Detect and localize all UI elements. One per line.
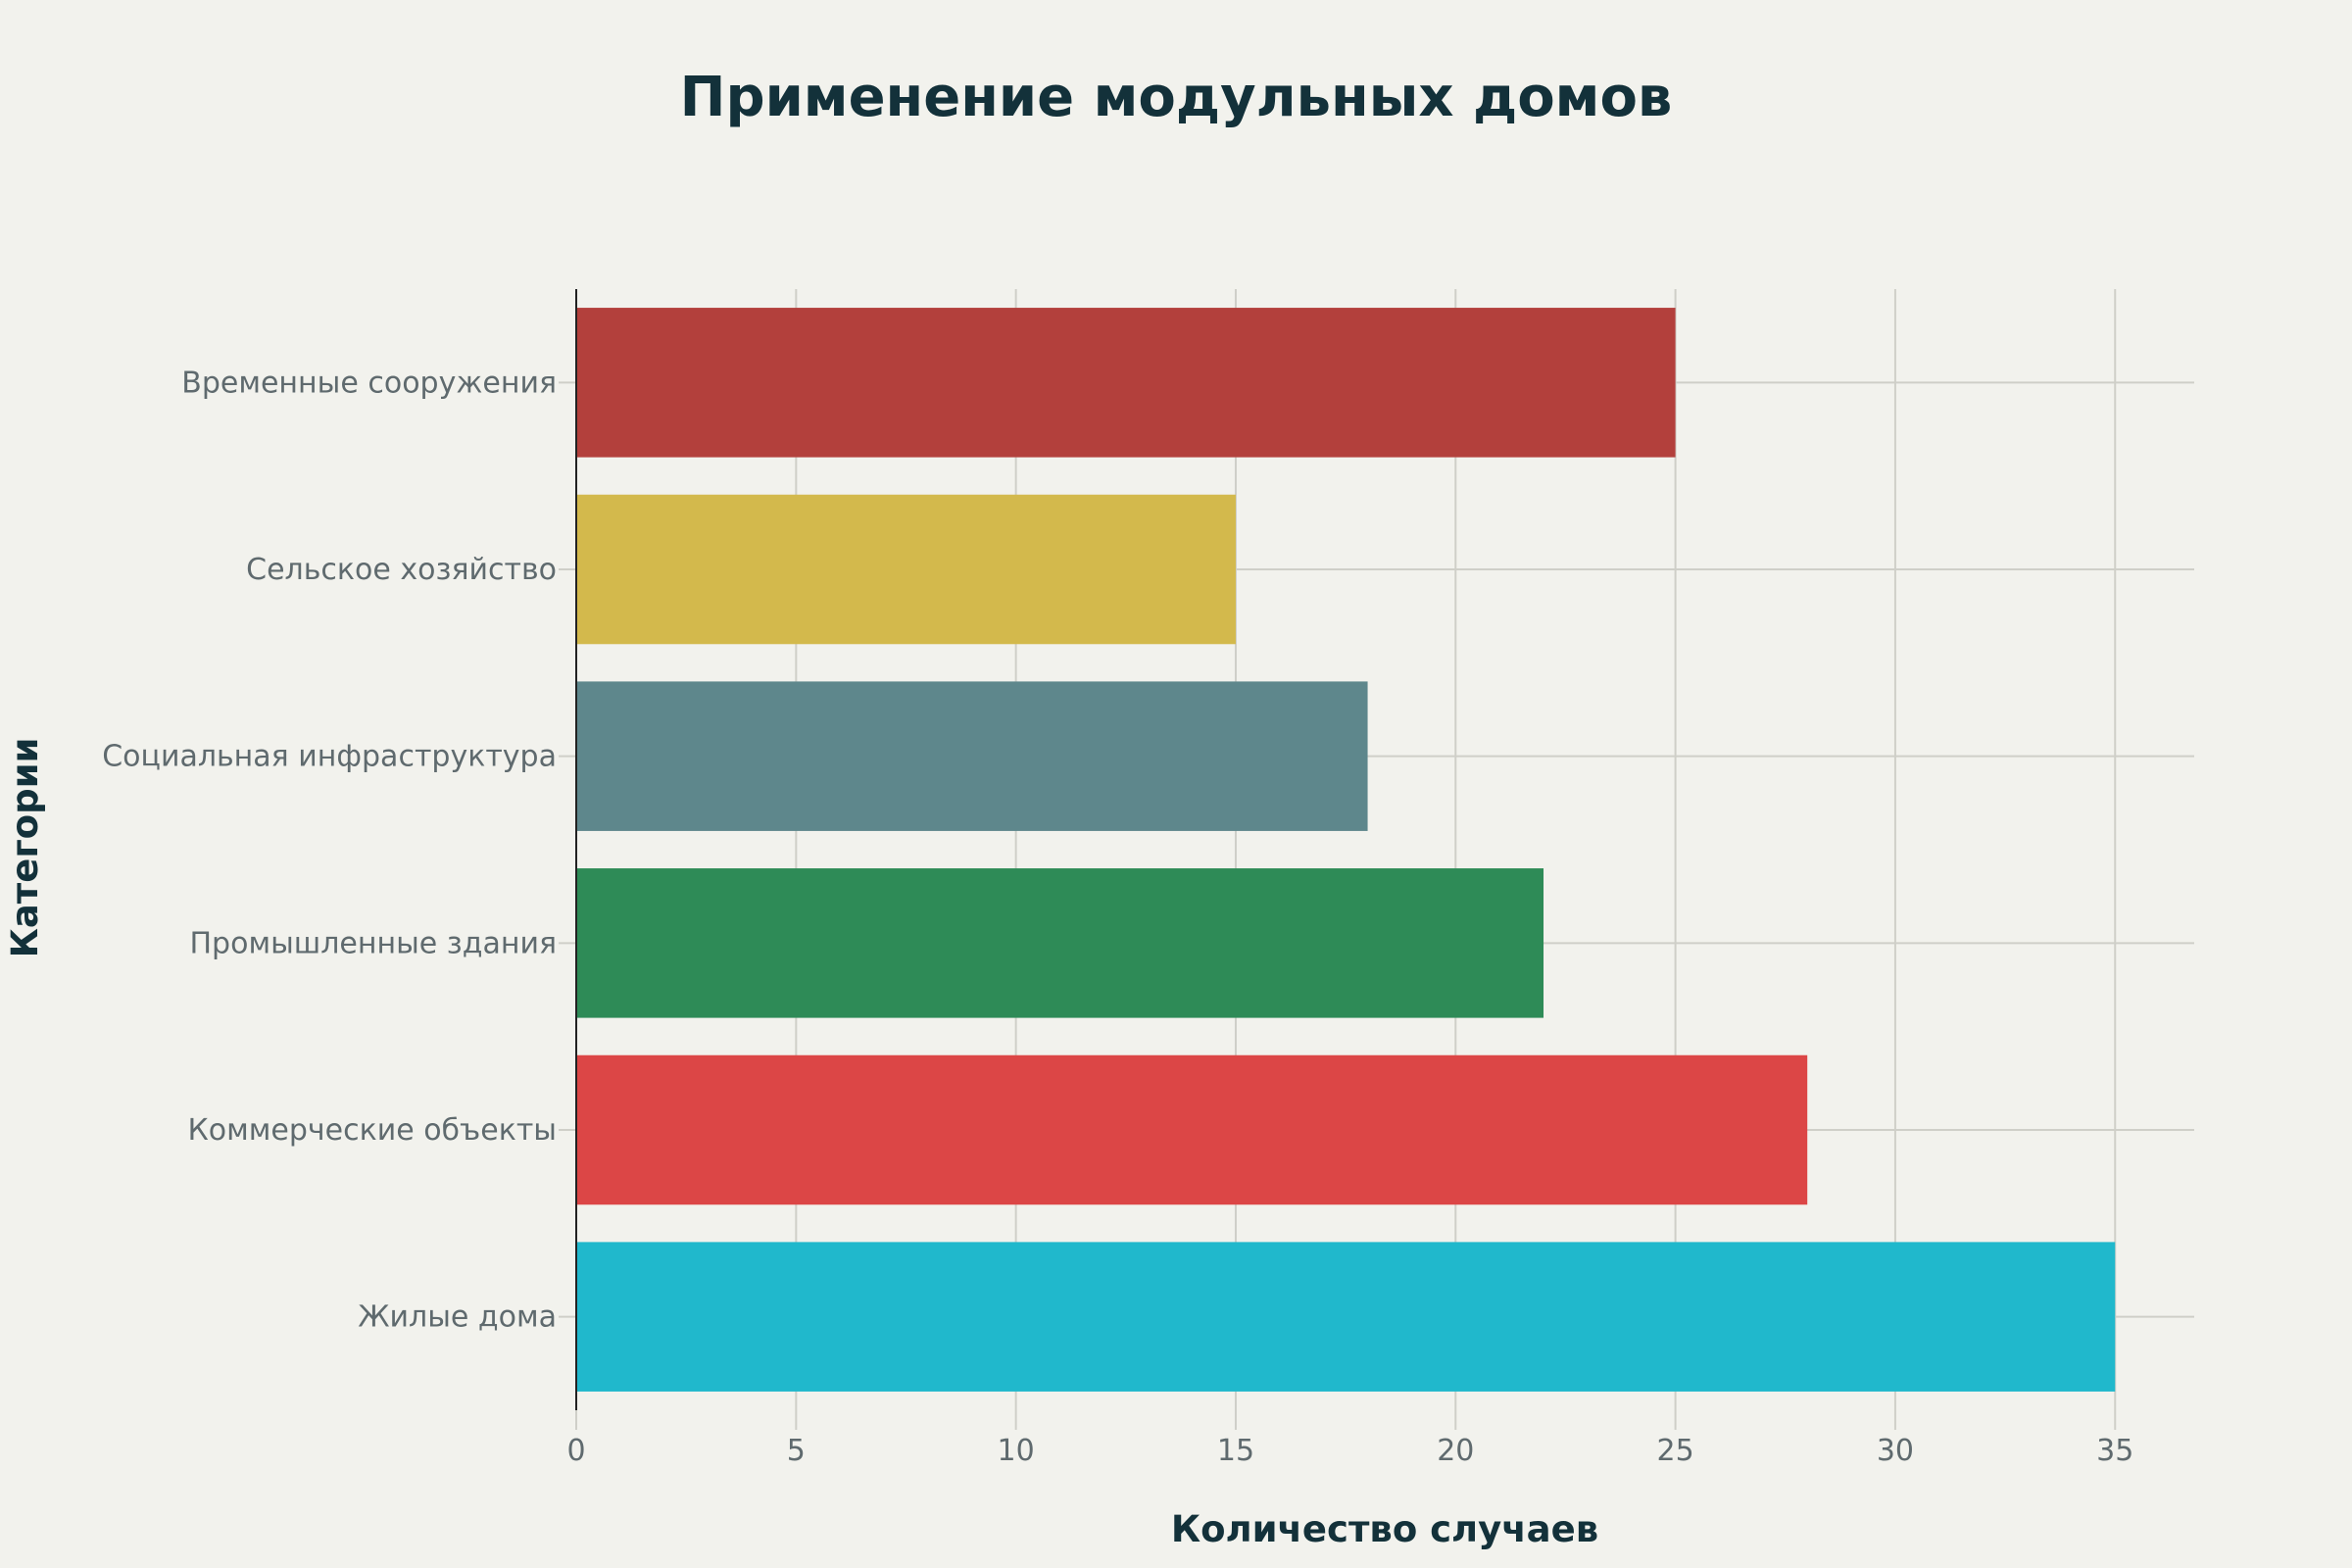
x-tick-label: 30 xyxy=(1877,1434,1914,1468)
y-category-label: Временные сооружения xyxy=(181,366,557,400)
bar[interactable] xyxy=(576,494,1236,645)
chart-title: Применение модульных домов xyxy=(680,66,1673,129)
x-axis-label: Количество случаев xyxy=(1171,1508,1598,1550)
bars xyxy=(576,308,2116,1392)
x-tick-label: 5 xyxy=(787,1434,806,1468)
y-categories: Временные сооружения Сельское хозяйство Со… xyxy=(102,366,557,1334)
x-tick-label: 25 xyxy=(1657,1434,1694,1468)
bar[interactable] xyxy=(576,681,1368,831)
bar[interactable] xyxy=(576,308,1676,458)
x-tick-label: 10 xyxy=(998,1434,1035,1468)
y-category-label: Промышленные здания xyxy=(189,926,557,960)
bar[interactable] xyxy=(576,1054,1808,1205)
y-category-label: Сельское хозяйство xyxy=(246,553,557,587)
x-tick-label: 15 xyxy=(1217,1434,1254,1468)
x-tick-label: 0 xyxy=(566,1434,585,1468)
y-category-label: Жилые дома xyxy=(358,1300,557,1335)
bar[interactable] xyxy=(576,1242,2116,1392)
x-tick-label: 35 xyxy=(2096,1434,2133,1468)
y-axis-label: Категории xyxy=(4,738,46,958)
x-tick-label: 20 xyxy=(1437,1434,1474,1468)
y-category-label: Коммерческие объекты xyxy=(188,1113,558,1148)
y-category-label: Социальная инфраструктура xyxy=(102,740,557,774)
bar[interactable] xyxy=(576,868,1544,1018)
x-ticks: 0 5 10 15 20 25 30 35 xyxy=(566,1434,2133,1468)
